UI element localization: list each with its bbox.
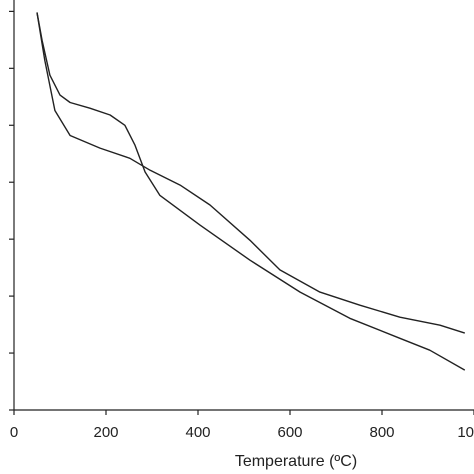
x-tick-label: 800 (369, 424, 394, 441)
x-tick-label: 0 (10, 424, 18, 441)
x-axis-label: Temperature (ºC) (235, 453, 357, 470)
data-line (36, 12, 466, 334)
x-tick-label: 600 (277, 424, 302, 441)
x-tick-label: 1000 (457, 424, 474, 441)
x-tick-label: 400 (185, 424, 210, 441)
x-tick-label: 200 (93, 424, 118, 441)
data-line (36, 12, 466, 371)
